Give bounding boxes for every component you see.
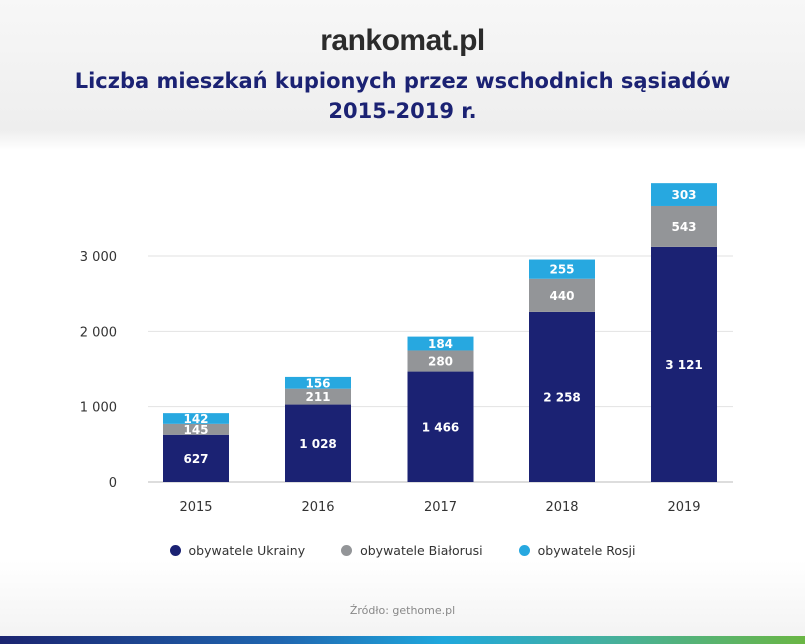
y-tick-label: 0 (109, 476, 117, 491)
bar-segment (163, 413, 229, 424)
y-tick-label: 1 000 (80, 401, 117, 416)
bar-segment (529, 259, 595, 279)
legend-item-ukraine: obywatele Ukrainy (169, 543, 306, 558)
x-tick-label: 2015 (179, 500, 212, 515)
chart-title: Liczba mieszkań kupionych przez wschodni… (0, 66, 805, 126)
bar-segment (529, 278, 595, 312)
data-label: 3 121 (665, 358, 703, 372)
source-note: Źródło: gethome.pl (349, 604, 456, 617)
bar-segment (285, 388, 351, 405)
rankomat-logo: rankomat.pl (320, 24, 485, 57)
legend-label: obywatele Białorusi (360, 543, 483, 558)
bar-segment (407, 350, 474, 372)
legend-dot (341, 545, 353, 556)
title-line-1: Liczba mieszkań kupionych przez wschodni… (74, 69, 731, 93)
title-line-2: 2015-2019 r. (328, 99, 477, 123)
bar-segment (285, 404, 351, 482)
y-tick-label: 2 000 (80, 325, 117, 340)
bar-segment (529, 311, 595, 482)
bar-segment (651, 183, 717, 206)
bar-segment (407, 336, 474, 351)
x-tick-label: 2017 (424, 500, 457, 515)
data-label: 1 028 (299, 437, 337, 451)
bar-segment (651, 246, 717, 482)
legend: obywatele Ukrainy obywatele Białorusi ob… (0, 543, 805, 558)
data-label: 142 (183, 412, 208, 426)
y-tick-label: 3 000 (80, 250, 117, 265)
data-label: 627 (183, 452, 208, 466)
legend-label: obywatele Ukrainy (188, 543, 306, 558)
data-label: 543 (671, 220, 696, 234)
bottom-gradient-bar (0, 636, 805, 644)
x-tick-label: 2019 (667, 500, 700, 515)
x-tick-label: 2018 (545, 500, 578, 515)
data-label: 280 (428, 355, 453, 369)
x-tick-label: 2016 (301, 500, 334, 515)
bar-segment (285, 376, 351, 389)
legend-item-belarus: obywatele Białorusi (341, 543, 483, 558)
data-label: 184 (428, 337, 453, 351)
bar-segment (163, 423, 229, 435)
bar-segment (407, 371, 474, 482)
bar-segment (651, 205, 717, 247)
legend-dot (169, 545, 181, 556)
data-label: 156 (305, 376, 330, 390)
legend-item-russia: obywatele Rosji (518, 543, 636, 558)
legend-label: obywatele Rosji (537, 543, 636, 558)
legend-dot (518, 545, 530, 556)
data-label: 145 (183, 423, 208, 437)
bar-segment (163, 434, 229, 482)
data-label: 303 (671, 188, 696, 202)
data-label: 2 258 (543, 390, 581, 404)
data-label: 255 (549, 263, 574, 277)
data-label: 440 (549, 289, 574, 303)
data-label: 211 (305, 390, 330, 404)
data-label: 1 466 (422, 420, 460, 434)
